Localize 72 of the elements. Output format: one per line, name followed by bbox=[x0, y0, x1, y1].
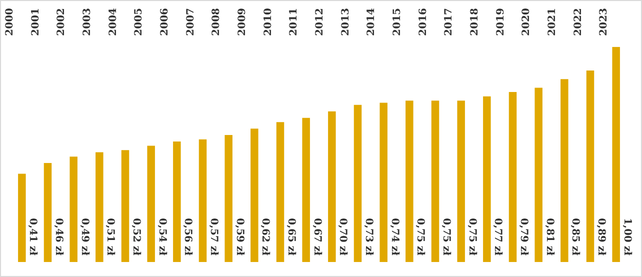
bar bbox=[224, 135, 232, 262]
data-label: 0,77 zł bbox=[492, 218, 504, 256]
data-label: 0,62 zł bbox=[260, 218, 271, 256]
x-tick-label: 2016 bbox=[418, 8, 429, 36]
x-tick-label: 2020 bbox=[521, 8, 532, 36]
data-label: 0,57 zł bbox=[208, 218, 220, 256]
bar bbox=[380, 102, 388, 262]
x-tick-label: 2021 bbox=[547, 8, 558, 36]
bar bbox=[508, 92, 517, 262]
data-label: 0,41 zł bbox=[27, 218, 38, 256]
data-label: 0,79 zł bbox=[518, 218, 530, 256]
x-tick-label: 2010 bbox=[262, 8, 274, 36]
data-label: 0,51 zł bbox=[104, 218, 116, 256]
x-tick-label: 2018 bbox=[470, 8, 481, 36]
bar bbox=[354, 104, 362, 262]
x-tick-label: 2005 bbox=[134, 8, 145, 36]
bar bbox=[44, 163, 52, 262]
data-label: 0,56 zł bbox=[182, 218, 194, 256]
bar bbox=[534, 88, 542, 262]
x-tick-label: 2015 bbox=[392, 8, 404, 36]
bar bbox=[198, 139, 207, 262]
data-label: 0,73 zł bbox=[363, 218, 374, 256]
bar bbox=[96, 152, 104, 262]
x-tick-label: 2008 bbox=[211, 8, 222, 36]
x-tick-label: 2012 bbox=[314, 8, 326, 36]
bar bbox=[250, 128, 258, 262]
bar bbox=[328, 111, 336, 262]
x-tick-label: 2001 bbox=[30, 8, 42, 36]
x-tick-label: 2004 bbox=[108, 8, 119, 36]
data-label: 0,49 zł bbox=[78, 218, 90, 256]
x-tick-label: 2017 bbox=[444, 8, 455, 36]
x-tick-label: 2014 bbox=[366, 8, 378, 36]
x-tick-label: 2022 bbox=[572, 8, 584, 36]
data-label: 0,70 zł bbox=[337, 218, 348, 256]
bar bbox=[483, 96, 491, 262]
data-label: 0,54 zł bbox=[156, 218, 168, 256]
x-tick-label: 2019 bbox=[495, 8, 506, 36]
data-label: 0,59 zł bbox=[234, 218, 245, 256]
bar bbox=[276, 122, 284, 262]
data-label: 0,67 zł bbox=[311, 218, 322, 256]
bar bbox=[431, 100, 440, 262]
bar bbox=[612, 46, 620, 262]
bar bbox=[406, 100, 414, 262]
data-label: 0,85 zł bbox=[570, 218, 581, 256]
data-label: 0,74 zł bbox=[388, 218, 400, 256]
bar bbox=[560, 79, 568, 262]
data-label: 1,00 zł bbox=[621, 218, 632, 256]
bar bbox=[147, 146, 155, 262]
bar bbox=[457, 100, 465, 262]
x-tick-label: 2007 bbox=[185, 8, 196, 36]
x-tick-label: 2006 bbox=[160, 8, 171, 36]
data-label: 0,81 zł bbox=[544, 218, 555, 256]
x-tick-label: 2009 bbox=[237, 8, 248, 36]
x-tick-label: 2000 bbox=[4, 8, 16, 36]
bar bbox=[18, 174, 26, 262]
data-label: 0,75 zł bbox=[414, 218, 426, 256]
data-label: 0,65 zł bbox=[286, 218, 297, 256]
bar bbox=[302, 118, 310, 262]
data-label: 0,89 zł bbox=[596, 218, 607, 256]
bar bbox=[586, 70, 594, 262]
x-tick-label: 2023 bbox=[598, 8, 610, 36]
data-label: 0,46 zł bbox=[53, 218, 64, 256]
x-tick-label: 2011 bbox=[288, 8, 300, 36]
x-tick-label: 2013 bbox=[340, 8, 352, 36]
bar bbox=[121, 150, 130, 262]
data-label: 0,52 zł bbox=[130, 218, 142, 256]
bar bbox=[173, 142, 181, 262]
data-label: 0,75 zł bbox=[440, 218, 452, 256]
x-tick-label: 2002 bbox=[56, 8, 68, 36]
bar bbox=[70, 156, 78, 262]
x-tick-label: 2003 bbox=[82, 8, 94, 36]
data-label: 0,75 zł bbox=[466, 218, 478, 256]
